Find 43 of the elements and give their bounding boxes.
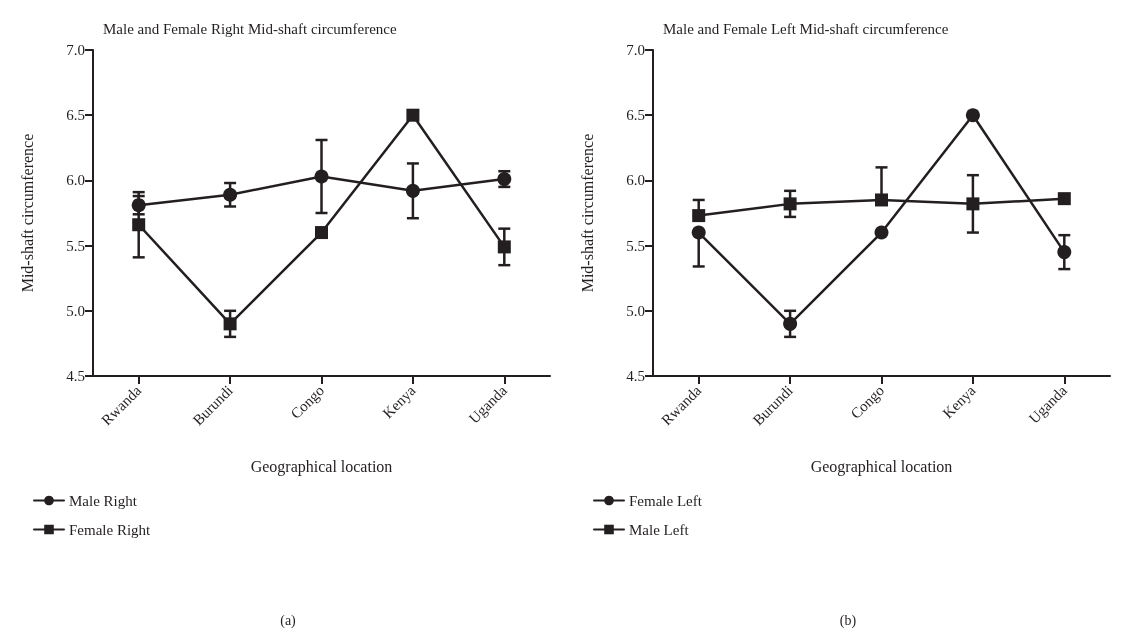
point (405, 183, 420, 198)
point (132, 218, 146, 232)
y-axis-title: Mid-shaft circumference (18, 133, 36, 293)
point (783, 197, 797, 211)
y-axis-title: Mid-shaft circumference (578, 133, 596, 293)
point (966, 197, 980, 211)
y-tick-label: 4.5 (66, 368, 85, 384)
legend-label: Female Right (69, 521, 152, 538)
y-tick-label: 5.5 (626, 237, 645, 254)
point (131, 198, 146, 213)
x-axis-title: Geographical location (810, 457, 953, 476)
y-tick-label: 6.0 (66, 172, 85, 189)
point (692, 209, 706, 223)
point (965, 108, 980, 123)
x-axis-title: Geographical location (250, 457, 393, 476)
legend-label: Female Left (629, 492, 703, 509)
y-tick-label: 6.0 (626, 172, 645, 189)
point (223, 317, 237, 331)
y-tick-label: 6.5 (626, 107, 645, 124)
y-tick-label: 5.0 (626, 302, 645, 319)
y-tick-label: 6.5 (66, 107, 85, 124)
y-tick-label: 7.0 (66, 42, 85, 58)
point (223, 187, 238, 202)
point (874, 225, 889, 240)
y-tick-label: 5.5 (66, 237, 85, 254)
point (315, 226, 328, 240)
text: (b) (839, 612, 857, 629)
point (1057, 192, 1071, 206)
y-tick-label: 5.0 (66, 302, 85, 319)
legend-label: Male Left (629, 521, 690, 538)
text: (a) (280, 612, 297, 629)
y-tick-label: 7.0 (626, 42, 645, 58)
legend-label: Male Right (69, 492, 138, 509)
chart-title: Male and Female Left Mid-shaft circumference (663, 20, 949, 37)
point (314, 169, 329, 184)
point (783, 316, 798, 331)
point (497, 240, 511, 254)
chart-title: Male and Female Right Mid-shaft circumference (103, 20, 397, 37)
point (1057, 245, 1072, 260)
point (406, 108, 420, 122)
y-tick-label: 4.5 (626, 368, 645, 384)
point (875, 193, 888, 207)
point (691, 225, 706, 240)
